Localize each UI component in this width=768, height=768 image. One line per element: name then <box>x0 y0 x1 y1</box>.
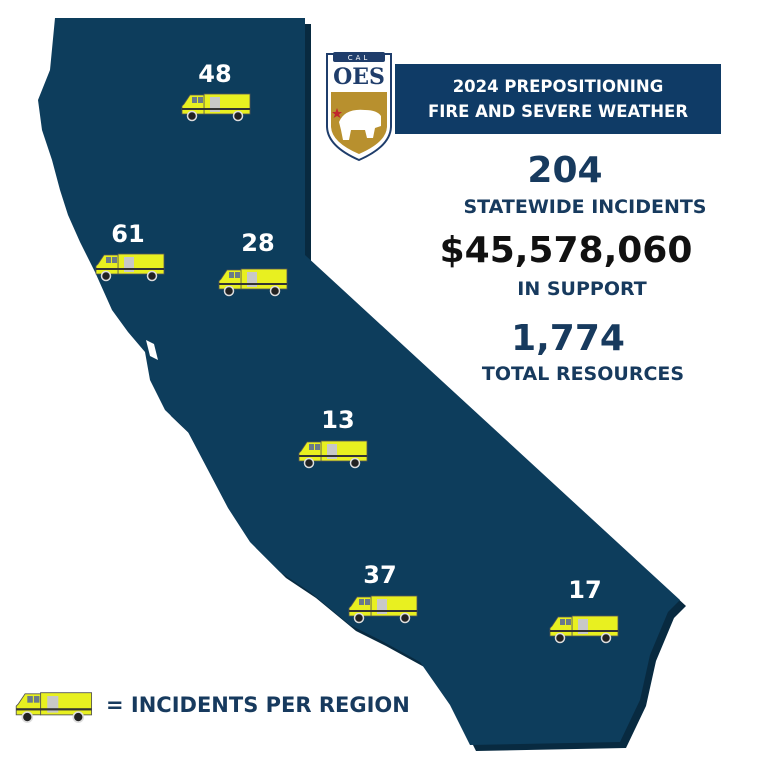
region-incident-count: 37 <box>363 561 397 589</box>
legend-fire-engine-icon <box>14 688 96 724</box>
resources-value: 1,774 <box>511 318 625 359</box>
legend-label: = INCIDENTS PER REGION <box>106 693 410 717</box>
fire-engine-icon <box>548 612 622 644</box>
region-incident-count: 28 <box>241 229 275 257</box>
resources-label: TOTAL RESOURCES <box>481 363 685 385</box>
svg-text:OES: OES <box>333 64 385 90</box>
fire-engine-icon <box>297 437 371 469</box>
fire-engine-icon <box>347 592 421 624</box>
region-incident-count: 17 <box>568 576 602 604</box>
support-label: IN SUPPORT <box>517 278 647 300</box>
california-shape <box>38 18 680 745</box>
incidents-value: 204 <box>527 150 603 191</box>
title-line-1: 2024 PREPOSITIONING <box>452 77 664 96</box>
title-banner: 2024 PREPOSITIONING FIRE AND SEVERE WEAT… <box>395 64 721 134</box>
region-incident-count: 61 <box>111 220 145 248</box>
title-line-2: FIRE AND SEVERE WEATHER <box>427 102 689 121</box>
region-incident-count: 48 <box>198 60 232 88</box>
region-incident-count: 13 <box>321 406 355 434</box>
cal-oes-logo: CAL OES <box>326 52 392 162</box>
svg-text:CAL: CAL <box>348 54 371 62</box>
fire-engine-icon <box>94 250 168 282</box>
incidents-label: STATEWIDE INCIDENTS <box>463 196 707 218</box>
fire-engine-icon <box>180 90 254 122</box>
fire-engine-icon <box>217 265 291 297</box>
support-value: $45,578,060 <box>439 230 693 271</box>
bay-inlet <box>146 340 158 360</box>
